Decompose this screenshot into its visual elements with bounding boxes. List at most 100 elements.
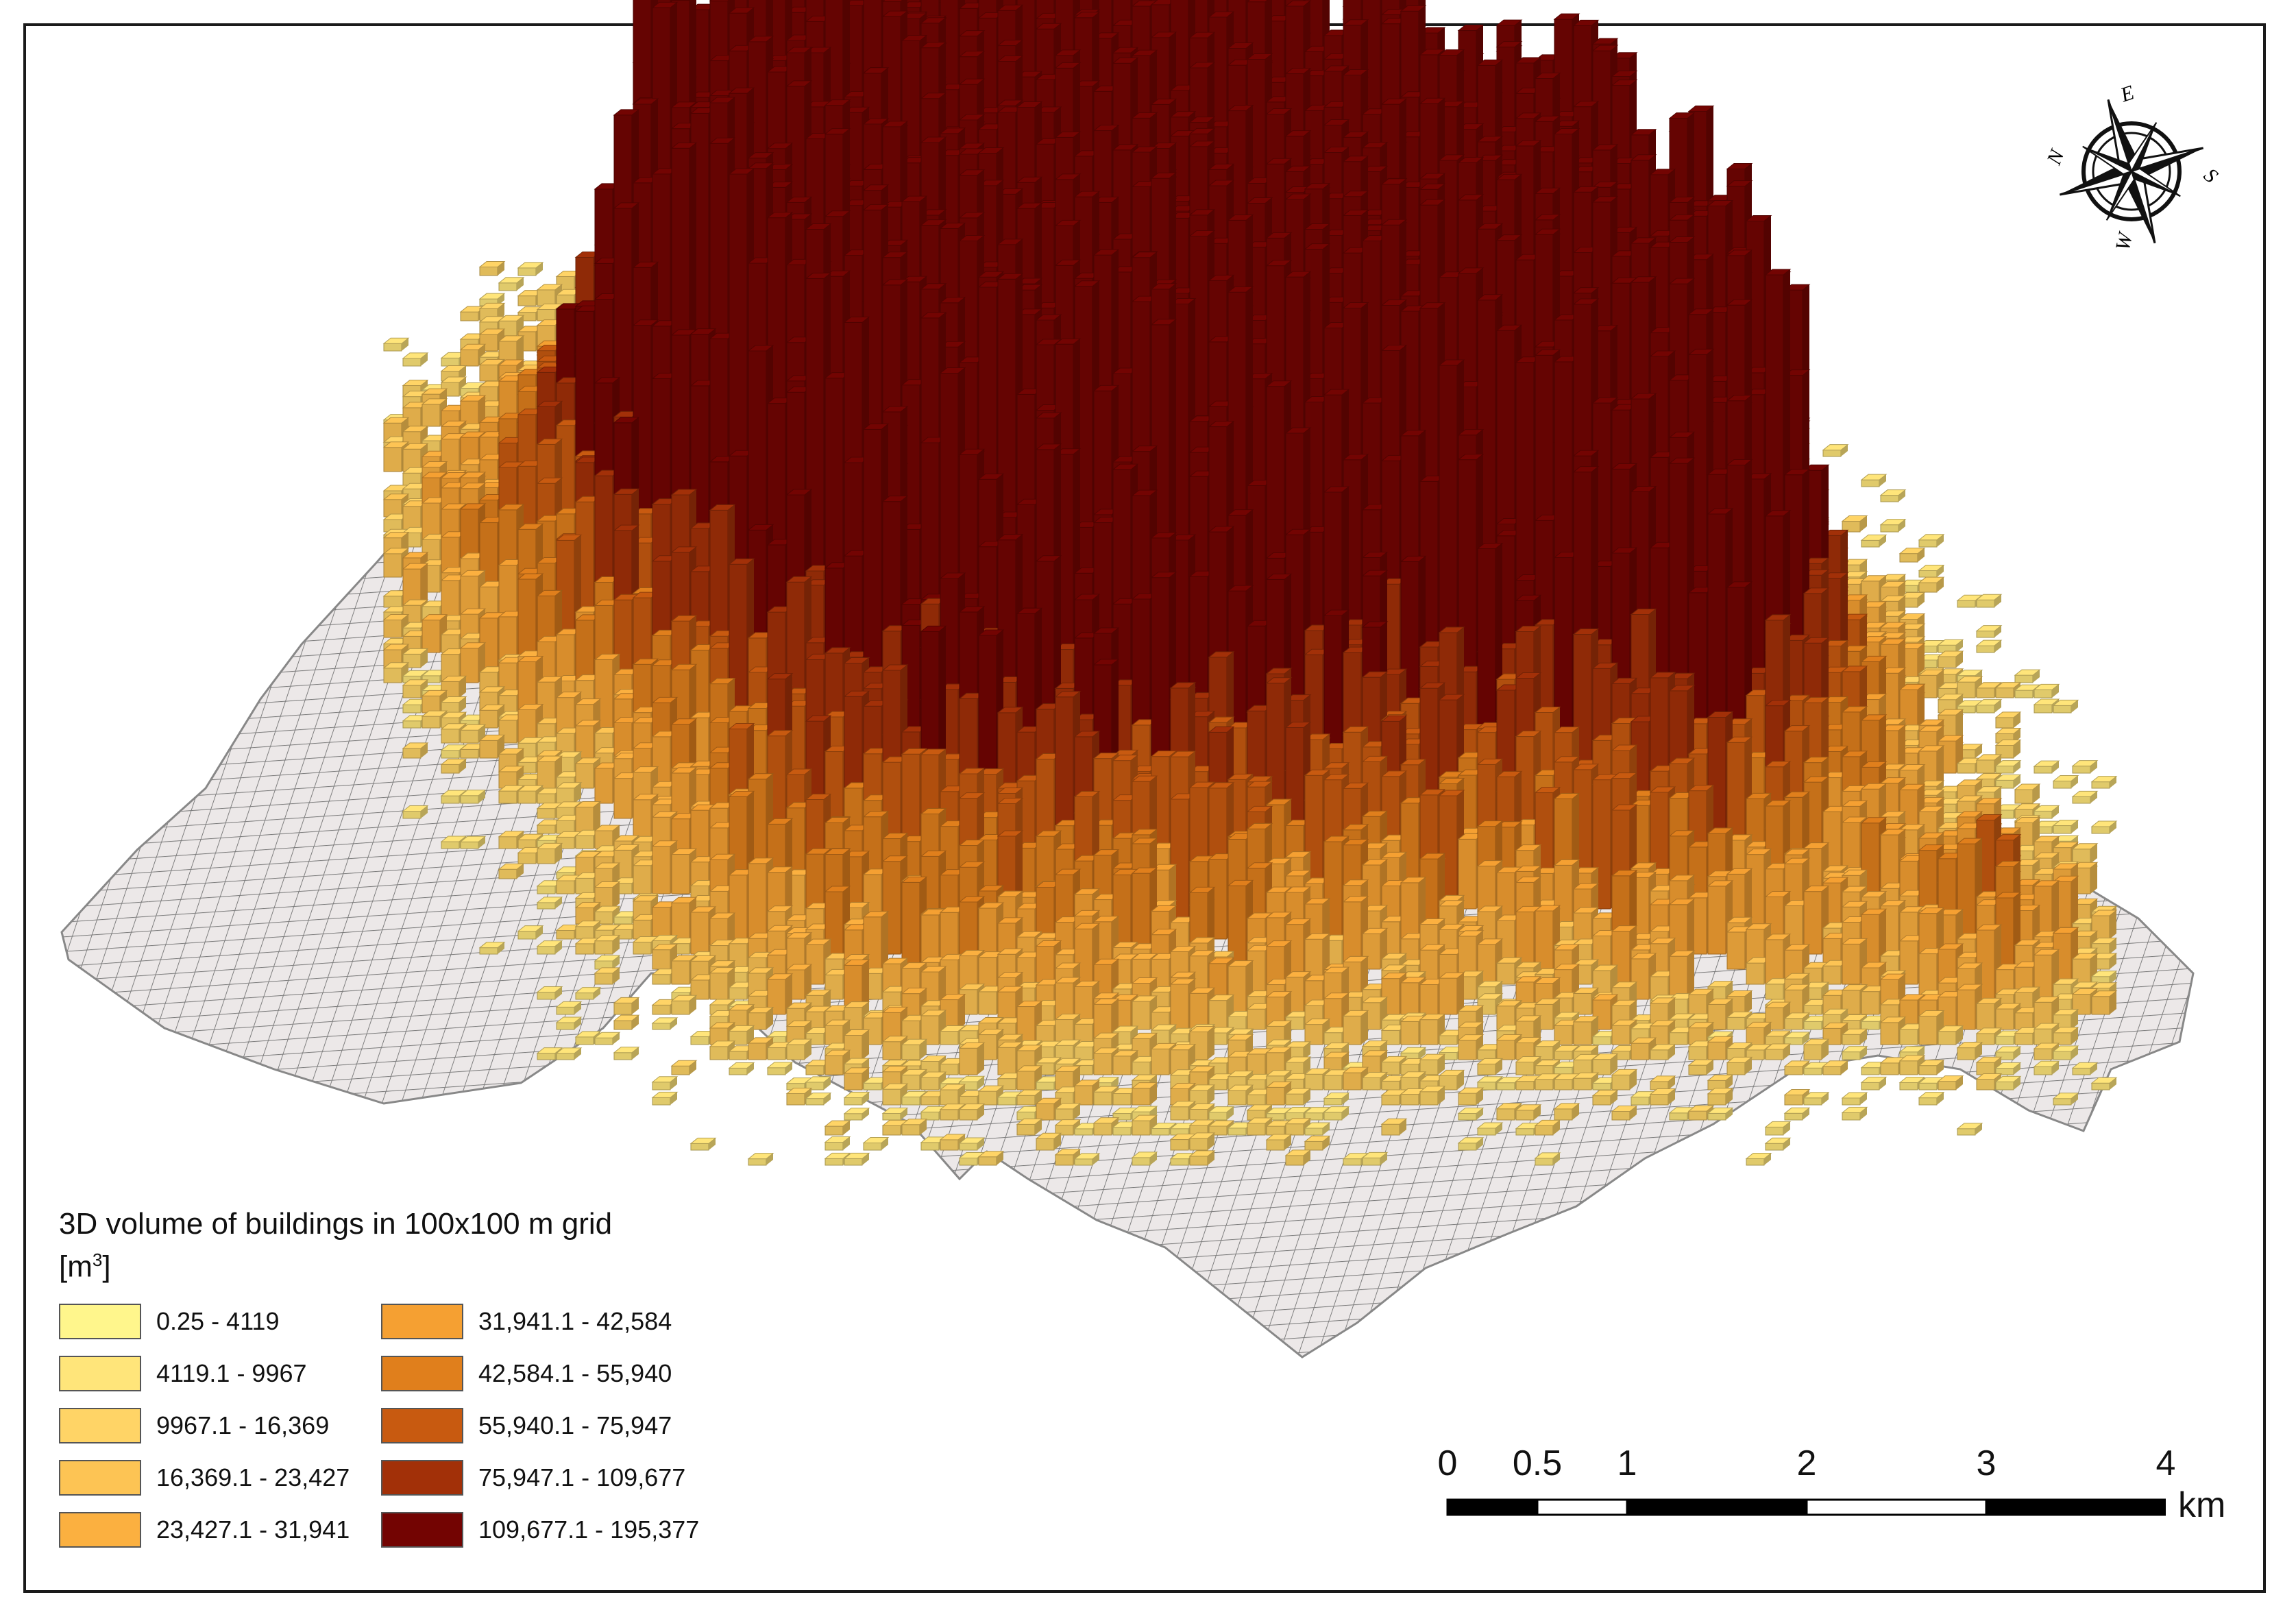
legend-item: 4119.1 - 9967	[59, 1355, 381, 1392]
volume-bar	[1918, 534, 1945, 548]
volume-bar	[1860, 534, 1888, 548]
volume-bar	[958, 1042, 986, 1075]
legend-swatch	[381, 1355, 463, 1391]
volume-bar	[1975, 625, 2003, 638]
legend-label: 31,941.1 - 42,584	[478, 1306, 672, 1335]
volume-bar	[1937, 1025, 1964, 1045]
volume-bar	[824, 1120, 851, 1136]
volume-bar	[1879, 489, 1907, 502]
legend-classes: 0.25 - 4119 31,941.1 - 42,584 4119.1 - 996…	[59, 1303, 744, 1548]
legend-label: 9967.1 - 16,369	[156, 1411, 330, 1439]
volume-bar	[1937, 1075, 1964, 1090]
volume-bar	[1457, 1087, 1485, 1106]
volume-bar	[1918, 1060, 1945, 1075]
volume-bar	[1860, 474, 1888, 487]
volume-bar	[689, 1137, 717, 1151]
volume-bar	[1342, 1010, 1369, 1045]
legend-label: 16,369.1 - 23,427	[156, 1463, 350, 1491]
volume-bar	[1764, 1121, 1792, 1136]
volume-bar	[1956, 1042, 1983, 1060]
volume-bar	[2090, 820, 2118, 834]
volume-bar	[478, 261, 506, 276]
legend-label: 42,584.1 - 55,940	[478, 1358, 672, 1387]
volume-bar	[1879, 519, 1907, 533]
volume-bar	[766, 1062, 794, 1075]
scale-segment	[1446, 1498, 1539, 1516]
legend-swatch	[59, 1459, 141, 1496]
volume-bar	[2090, 990, 2118, 1015]
compass-label-s: S	[2199, 164, 2221, 188]
volume-bar	[651, 1076, 679, 1090]
volume-bar	[2033, 760, 2060, 774]
volume-bar	[1745, 1152, 1772, 1166]
compass-label-w: W	[2112, 229, 2138, 252]
volume-bar	[2052, 775, 2079, 789]
volume-bar	[1841, 515, 1868, 533]
volume-bar	[728, 1062, 755, 1075]
volume-bar	[1131, 1082, 1158, 1106]
volume-bar	[613, 1014, 640, 1030]
legend-label: 23,427.1 - 31,941	[156, 1515, 350, 1544]
legend-swatch	[59, 1303, 141, 1339]
volume-bar	[613, 1047, 640, 1060]
volume-bar	[613, 997, 640, 1015]
volume-bar	[517, 262, 544, 276]
legend-item: 9967.1 - 16,369	[59, 1407, 381, 1444]
volume-bar	[2052, 1027, 2079, 1045]
volume-bar	[862, 1137, 890, 1151]
volume-bar	[1764, 1137, 1792, 1151]
legend-label: 55,940.1 - 75,947	[478, 1411, 672, 1439]
scale-segment	[1626, 1498, 1808, 1516]
legend-unit-close: ]	[102, 1250, 111, 1284]
scale-tick-label: 1	[1617, 1443, 1637, 1483]
legend-swatch	[381, 1459, 463, 1496]
legend: 3D volume of buildings in 100x100 m grid…	[59, 1206, 744, 1548]
legend-item: 42,584.1 - 55,940	[381, 1355, 710, 1392]
legend-item: 0.25 - 4119	[59, 1303, 381, 1340]
volume-bar	[901, 1038, 928, 1060]
legend-swatch	[381, 1303, 463, 1339]
volume-bar	[382, 337, 410, 352]
volume-bar	[1860, 1076, 1888, 1090]
scale-tick-label: 0	[1437, 1443, 1458, 1483]
scale-segment	[1536, 1498, 1628, 1516]
volume-bar	[670, 1060, 698, 1075]
volume-bar	[1918, 564, 1945, 578]
volume-bar	[555, 782, 583, 804]
volume-bar	[2071, 790, 2099, 804]
volume-bar	[1591, 1053, 1619, 1075]
volume-bar	[1726, 1056, 1753, 1075]
legend-item: 75,947.1 - 109,677	[381, 1459, 710, 1496]
compass-rose-icon: N E S W	[2042, 81, 2222, 252]
volume-bar	[1937, 650, 1964, 668]
volume-bar	[1898, 548, 1926, 563]
volume-bar	[498, 277, 525, 291]
legend-label: 75,947.1 - 109,677	[478, 1463, 686, 1491]
legend-swatch	[59, 1355, 141, 1391]
legend-item: 31,941.1 - 42,584	[381, 1303, 710, 1340]
scale-unit: km	[2178, 1485, 2226, 1525]
volume-bar	[1188, 1132, 1216, 1151]
north-arrow-compass: N E S W	[2042, 81, 2222, 260]
volume-bar	[1841, 1106, 1868, 1121]
volume-bars	[382, 0, 2118, 1166]
volume-bar	[977, 1151, 1005, 1166]
volume-bar	[1783, 1107, 1811, 1121]
volume-bar	[402, 352, 429, 367]
volume-bar	[1841, 1092, 1868, 1106]
volume-bar	[1956, 1123, 1983, 1136]
volume-bar	[594, 935, 621, 955]
volume-bar	[1035, 1132, 1062, 1151]
scale-tick-label: 0.5	[1512, 1443, 1563, 1483]
legend-swatch	[59, 1511, 141, 1548]
scale-tick-label: 3	[1976, 1443, 1996, 1483]
scale-bar: 0 0.5 1 2 3 4 km	[1438, 1443, 2226, 1525]
volume-bar	[785, 1038, 813, 1060]
legend-item: 16,369.1 - 23,427	[59, 1459, 381, 1496]
volume-bar	[1611, 1069, 1638, 1090]
volume-bar	[1668, 950, 1696, 1000]
volume-bar	[1419, 1086, 1446, 1106]
volume-bar	[843, 1108, 870, 1121]
legend-label: 109,677.1 - 195,377	[478, 1515, 700, 1544]
